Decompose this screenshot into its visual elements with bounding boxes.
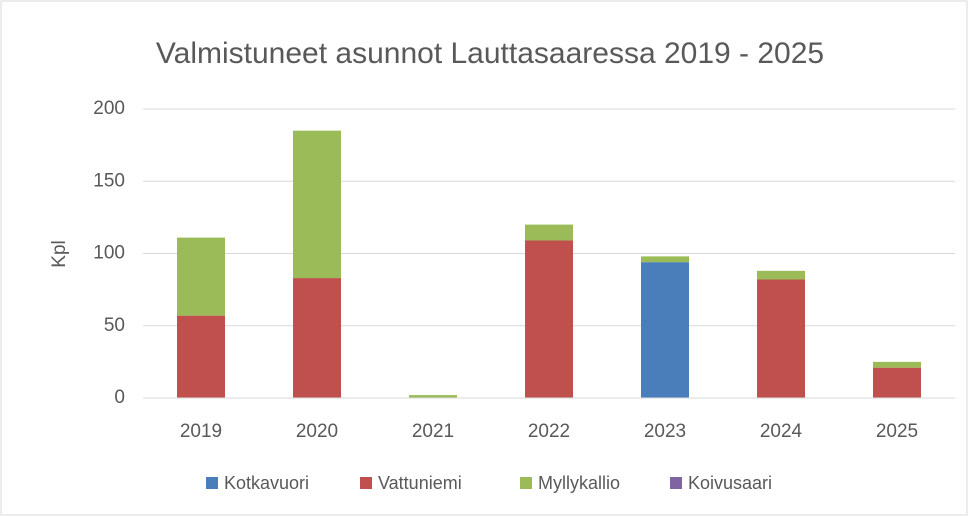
x-tick-label: 2022 [528, 421, 570, 442]
legend-label: Vattuniemi [378, 473, 462, 493]
y-axis-label: Kpl [49, 240, 70, 267]
bar-segment [177, 237, 225, 316]
bar-segment [873, 367, 921, 398]
legend-swatch [670, 477, 682, 489]
bar-segment [409, 395, 457, 398]
legend-swatch [360, 477, 372, 489]
x-tick-label: 2023 [644, 421, 686, 442]
x-tick-label: 2019 [180, 421, 222, 442]
y-tick-label: 100 [93, 243, 125, 264]
x-tick-label: 2021 [412, 421, 454, 442]
y-tick-label: 0 [114, 387, 125, 408]
legend-label: Myllykallio [538, 473, 620, 493]
y-tick-label: 200 [93, 98, 125, 119]
legend-label: Koivusaari [688, 473, 772, 493]
chart-title: Valmistuneet asunnot Lauttasaaressa 2019… [156, 37, 824, 70]
bar-segment [177, 315, 225, 398]
bar-segment [293, 130, 341, 279]
bar-segment [641, 256, 689, 263]
legend-label: Kotkavuori [224, 473, 309, 493]
bar-segment [525, 240, 573, 398]
x-tick-label: 2024 [760, 421, 803, 442]
bar-segment [641, 262, 689, 398]
bar-segment [757, 279, 805, 398]
bar-segment [873, 361, 921, 368]
y-tick-label: 50 [104, 315, 125, 336]
x-tick-label: 2020 [296, 421, 338, 442]
y-tick-label: 150 [93, 170, 125, 191]
bar-segment [293, 278, 341, 398]
bar-segment [525, 224, 573, 241]
bar-segment [757, 270, 805, 280]
legend-swatch [206, 477, 218, 489]
legend-swatch [520, 477, 532, 489]
x-tick-label: 2025 [876, 421, 918, 442]
